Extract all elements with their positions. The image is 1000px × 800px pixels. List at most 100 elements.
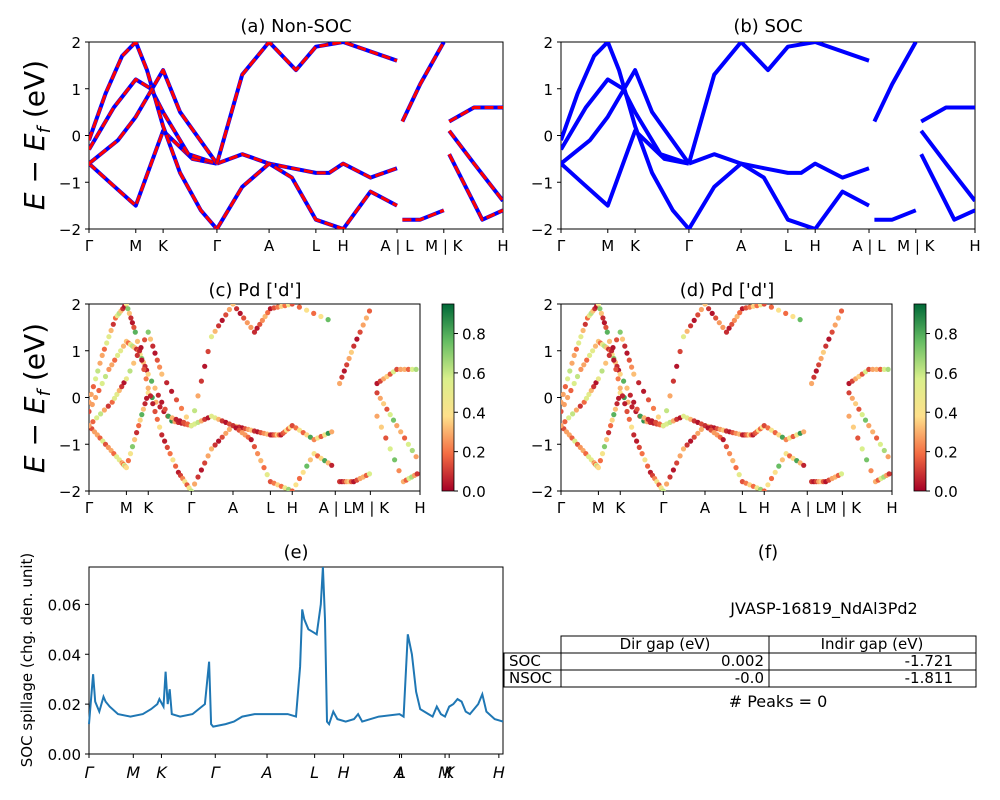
band-nsoc-a-4 — [216, 152, 398, 180]
ylabel-row2-unit: (eV) — [18, 323, 51, 390]
pdos-point-c-2-6-5 — [173, 463, 179, 469]
pdos-point-d-1-0-0 — [561, 408, 564, 415]
xtick-label-b-8: M | K — [897, 237, 936, 255]
pdos-point-c-5-3-4 — [262, 313, 268, 320]
pdos-point-c-1-1-4 — [118, 348, 124, 354]
band-nsoc-a-6 — [215, 162, 398, 229]
pdos-point-c-11-0-1 — [378, 424, 384, 430]
pdos-point-d-7-1-0 — [823, 343, 829, 349]
pdos-point-d-7-0-4 — [818, 355, 824, 362]
pdos-point-c-2-0-0 — [89, 399, 92, 405]
pdos-point-c-3-3-0 — [145, 329, 151, 335]
pdos-point-c-1-1-3 — [115, 352, 121, 358]
pdos-point-d-3-0-2 — [566, 415, 572, 421]
pdos-point-d-1-0-4 — [571, 380, 577, 387]
pdos-point-c-6-1-1 — [212, 442, 218, 448]
pdos-point-d-2-5-2 — [622, 401, 628, 407]
ytick-label-b-0: 2 — [543, 34, 553, 52]
ytick-label-b-2: 0 — [543, 128, 553, 146]
pdos-point-c-2-1-5 — [110, 321, 116, 327]
ylabel-spillage: SOC spillage (chg. den. unit) — [18, 553, 36, 768]
pdos-point-d-2-0-2 — [562, 384, 569, 390]
pdos-point-c-10-0-1 — [377, 395, 383, 401]
title-panel-d: (d) Pd ['d'] — [680, 280, 775, 301]
pdos-point-c-2-5-3 — [152, 408, 158, 415]
pdos-point-c-5-3-1 — [254, 325, 260, 331]
cbar-tick-label-d-0: 0.8 — [934, 326, 958, 344]
table-row-soc-indir: -1.721 — [905, 652, 953, 670]
pdos-point-d-2-4-3 — [611, 357, 617, 363]
pdos-point-d-3-0-3 — [570, 411, 576, 417]
pdos-point-c-10-0-3 — [384, 406, 390, 412]
pdos-point-c-2-0-1 — [89, 391, 94, 397]
pdos-point-c-3-3-4 — [154, 357, 160, 363]
pdos-point-c-6-5-0 — [289, 488, 295, 491]
pdos-point-d-2-1-3 — [578, 334, 584, 340]
pdos-point-c-3-2-4 — [138, 345, 144, 351]
pdos-point-c-5-1-1 — [212, 328, 218, 334]
pdos-point-d-2-6-2 — [636, 444, 642, 450]
xtick-label-a-2: K — [158, 237, 169, 255]
pdos-point-d-4-6-2 — [768, 427, 775, 433]
pdos-point-c-3-2-0 — [123, 376, 129, 382]
pdos-point-c-6-5-3 — [300, 469, 306, 475]
ytick-label-d-4: −2 — [531, 483, 553, 501]
ytick-label-a-0: 2 — [71, 34, 81, 52]
pdos-point-c-2-5-4 — [154, 416, 160, 422]
band-soc-b-8 — [874, 208, 917, 222]
ylabel-row1-unit: (eV) — [18, 60, 51, 127]
cbar-tick-label-c-4: 0.0 — [462, 483, 486, 501]
band-nsoc-a-5 — [215, 42, 398, 165]
pdos-point-d-6-1-5 — [698, 426, 705, 432]
colorbar-d — [913, 303, 927, 492]
pdos-point-d-2-0-5 — [569, 360, 575, 366]
pdos-point-d-0-3-0 — [595, 465, 602, 471]
xtick-label-a-6: H — [338, 237, 349, 255]
pdos-point-c-6-6-5 — [329, 462, 335, 468]
gap-table: Dir gap (eV) Indir gap (eV) SOC 0.002 -1… — [503, 635, 977, 688]
pdos-point-d-10-1-3 — [877, 441, 884, 447]
pdos-point-d-2-1-1 — [573, 346, 580, 352]
pdos-point-d-1-1-4 — [590, 348, 596, 354]
pdos-point-c-6-1-2 — [216, 438, 222, 444]
pdos-point-c-2-4-5 — [143, 376, 149, 382]
pdos-point-d-6-5-0 — [761, 488, 767, 491]
pdos-point-d-1-1-5 — [592, 343, 599, 349]
pdos-point-c-2-0-5 — [97, 360, 103, 366]
ytick-label-e-3: 0.00 — [48, 746, 81, 764]
pdos-point-d-5-2-0 — [702, 304, 708, 307]
xtick-label-a-1: M — [129, 237, 142, 255]
pdos-point-d-4-6-5 — [779, 434, 786, 440]
pdos-point-d-2-4-1 — [606, 338, 613, 344]
pdos-point-c-9-1-3 — [405, 366, 411, 372]
pdos-point-d-9-1-0 — [866, 366, 872, 372]
pdos-point-c-11-0-2 — [383, 435, 389, 441]
pdos-point-c-5-2-4 — [244, 320, 250, 326]
pdos-point-c-6-0-5 — [205, 453, 211, 459]
band-soc-a-9 — [448, 105, 503, 124]
pdos-point-c-7-1-0 — [351, 343, 357, 349]
pdos-point-d-5-1-2 — [688, 323, 694, 329]
xtick-label-d-5: L — [738, 499, 747, 517]
pdos-point-d-6-1-3 — [691, 434, 697, 440]
pdos-point-c-3-3-3 — [152, 350, 158, 356]
pdos-point-c-3-0-4 — [101, 407, 107, 413]
pdos-point-c-6-1-5 — [226, 426, 232, 432]
pdos-point-c-10-1-0 — [394, 423, 400, 429]
ytick-label-d-1: 1 — [543, 343, 553, 361]
pdos-point-c-1-4-4 — [159, 399, 165, 405]
pdos-point-c-6-0-4 — [202, 460, 208, 466]
band-nsoc-a-2 — [89, 42, 219, 229]
ylabel-row2: E − Ef (eV) — [18, 323, 55, 473]
pdos-point-c-1-0-0 — [89, 408, 92, 415]
band-soc-b-9 — [920, 105, 975, 124]
pdos-point-c-2-6-2 — [164, 444, 170, 450]
xtick-label-a-0: Γ — [85, 237, 94, 255]
xtick-label-d-6: H — [759, 499, 770, 517]
pdos-point-d-2-4-0 — [604, 329, 610, 335]
pdos-point-c-5-5-2 — [304, 307, 310, 313]
pdos-point-d-1-4-1 — [621, 378, 627, 384]
pdos-point-d-6-5-1 — [765, 482, 771, 488]
pdos-point-d-3-4-3 — [645, 397, 652, 403]
pdos-point-c-5-3-2 — [257, 321, 263, 327]
